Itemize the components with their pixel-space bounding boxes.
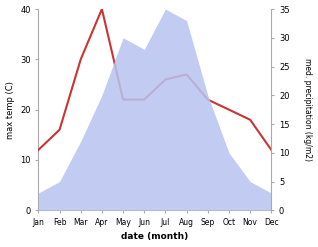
Y-axis label: med. precipitation (kg/m2): med. precipitation (kg/m2) <box>303 58 313 161</box>
Y-axis label: max temp (C): max temp (C) <box>5 81 15 139</box>
X-axis label: date (month): date (month) <box>121 232 189 242</box>
